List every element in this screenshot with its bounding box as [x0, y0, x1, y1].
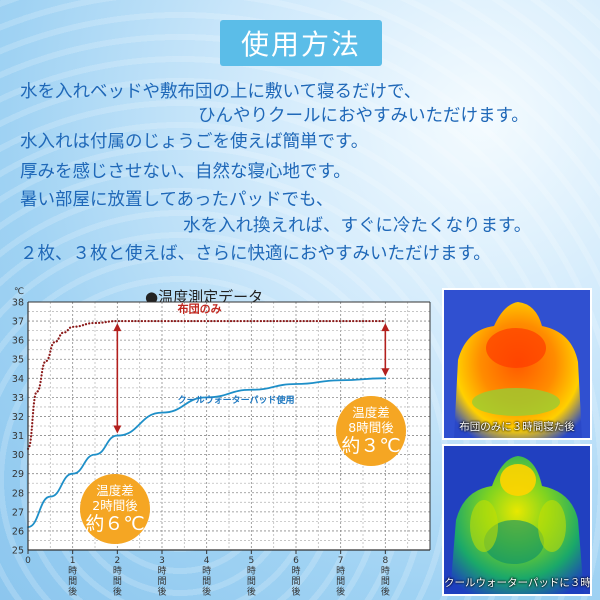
- y-tick-label: 34: [12, 374, 24, 385]
- y-tick-label: 36: [12, 336, 24, 347]
- y-tick-label: 32: [12, 412, 24, 423]
- badge-line: 2時間後: [92, 498, 138, 513]
- grid: [28, 302, 430, 550]
- desc-line-4: 厚みを感じさせない、自然な寝心地です。: [20, 162, 351, 182]
- temp-diff-badge-8h: 温度差 8時間後 約３℃: [336, 396, 406, 466]
- annotation-arrows: [113, 323, 390, 434]
- page-title: 使用方法: [240, 28, 361, 61]
- series-line-futon: [26, 319, 387, 450]
- desc-line-1: 水を入れベッドや敷布団の上に敷いて寝るだけで、: [20, 82, 422, 102]
- y-tick-label: 26: [12, 526, 24, 537]
- axes: ℃ 25 26 27 28 29 30 31 32 33 34 35 36 37 38 0 1 時間後 2 時間後 3 時…: [12, 287, 431, 598]
- diff-arrow-head-down: [113, 425, 122, 434]
- thermal-image-pad: クールウォーターパッドに３時間寝た後: [442, 444, 592, 596]
- x-tick-label: 6 時間後: [291, 556, 300, 598]
- x-tick-label: 3 時間後: [157, 556, 166, 598]
- y-tick-label: 25: [12, 546, 24, 557]
- title-box: 使用方法: [220, 20, 382, 66]
- desc-line-3: 水入れは付属のじょうごを使えば簡単です。: [20, 132, 369, 152]
- y-tick-label: 29: [12, 469, 24, 480]
- desc-line-2: ひんやりクールにおやすみいただけます。: [198, 106, 529, 126]
- x-tick-label: 0: [25, 556, 31, 566]
- badge-line: 8時間後: [348, 420, 394, 435]
- thermal-caption-futon: 布団のみに３時間寝た後: [459, 421, 575, 433]
- badge-line: 温度差: [352, 405, 390, 420]
- y-tick-label: 33: [12, 393, 24, 404]
- y-unit-label: ℃: [14, 287, 24, 297]
- x-tick-label: 2 時間後: [113, 556, 122, 598]
- badge-value: 約６℃: [85, 513, 145, 535]
- series-label-futon: 布団のみ: [178, 301, 222, 315]
- badge-line: 温度差: [96, 483, 134, 498]
- thermal-pad-picture: [444, 446, 590, 594]
- thermal-image-futon: 布団のみに３時間寝た後: [442, 288, 592, 440]
- x-tick-label: 7 時間後: [336, 556, 345, 598]
- y-tick-label: 28: [12, 488, 24, 499]
- desc-line-5: 暑い部屋に放置してあったパッドでも、: [20, 190, 334, 210]
- series-label-cool-pad: クールウォーターパッド使用: [178, 394, 295, 406]
- y-tick-label: 38: [12, 298, 24, 309]
- desc-line-7: ２枚、３枚と使えば、さらに快適におやすみいただけます。: [20, 244, 491, 264]
- badge-value: 約３℃: [341, 435, 401, 457]
- diff-arrow-head-down: [381, 368, 390, 377]
- x-tick-label: 8 時間後: [381, 556, 390, 598]
- y-tick-label: 37: [12, 317, 24, 328]
- desc-line-6: 水を入れ換えれば、すぐに冷たくなります。: [183, 216, 532, 236]
- diff-arrow-head-up: [113, 323, 122, 332]
- thermal-futon-picture: [444, 290, 590, 438]
- y-tick-label: 31: [12, 431, 24, 442]
- x-tick-label: 1 時間後: [68, 556, 77, 598]
- y-tick-label: 30: [12, 450, 24, 461]
- x-tick-label: 4 時間後: [202, 556, 211, 598]
- series-line-cool-pad: [27, 377, 387, 529]
- x-tick-label: 5 時間後: [247, 556, 256, 598]
- temp-diff-badge-2h: 温度差 2時間後 約６℃: [80, 474, 150, 544]
- series-layer: [26, 319, 387, 529]
- thermal-caption-pad: クールウォーターパッドに３時間寝た後: [444, 577, 591, 589]
- diff-arrow-head-up: [381, 323, 390, 332]
- y-tick-label: 27: [12, 507, 24, 518]
- y-tick-label: 35: [12, 355, 24, 366]
